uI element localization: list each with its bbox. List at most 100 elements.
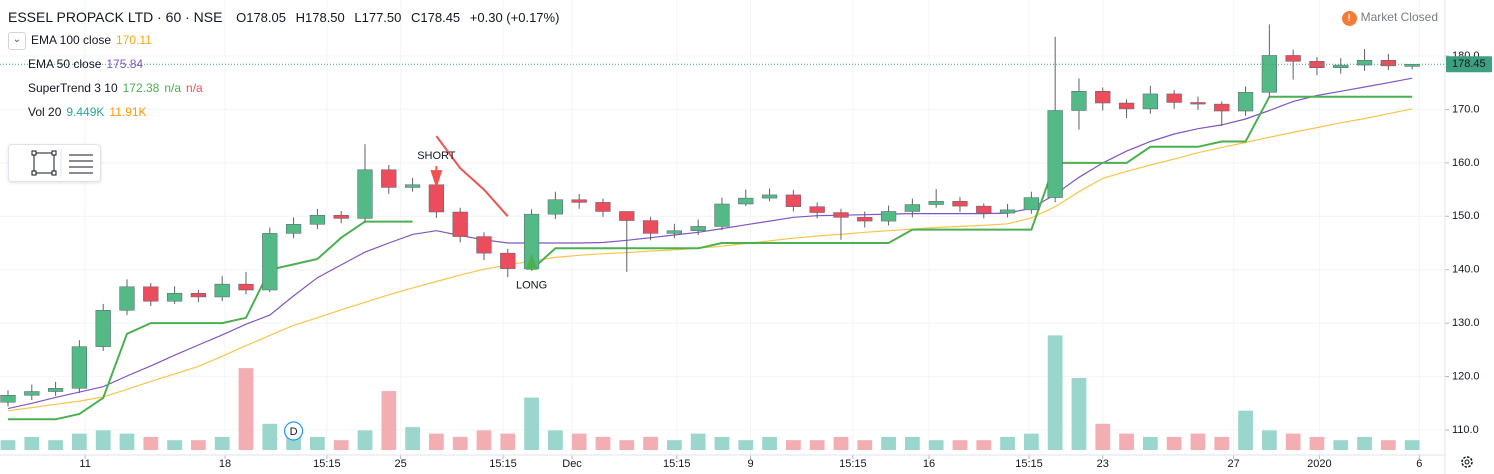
volume-bar xyxy=(48,440,63,450)
indicator-line xyxy=(7,108,1413,412)
status-text: Market Closed xyxy=(1360,10,1438,24)
candle-body xyxy=(595,202,611,212)
y-tick-label: 160.0 xyxy=(1452,157,1480,169)
legend-values: 170.11 xyxy=(116,33,157,47)
x-tick-label: 16 xyxy=(923,458,935,470)
last-price-label: 178.45 xyxy=(1452,58,1486,70)
candle-body xyxy=(857,217,873,222)
candle-body xyxy=(571,199,587,203)
candle-body xyxy=(404,184,421,188)
volume-bar xyxy=(1142,436,1158,450)
candle-body xyxy=(476,236,492,254)
y-tick-label: 150.0 xyxy=(1452,210,1480,222)
header: ESSEL PROPACK LTD · 60 · NSE O178.05 H17… xyxy=(8,9,565,25)
dividend-label: D xyxy=(290,426,298,438)
volume-bar xyxy=(666,440,682,450)
candle-body xyxy=(738,197,754,205)
y-tick-label: 140.0 xyxy=(1452,264,1480,276)
candle-body xyxy=(1142,93,1158,110)
volume-bar xyxy=(1095,423,1111,450)
volume-bar xyxy=(262,423,278,450)
legend-name[interactable]: Vol 20 xyxy=(28,105,62,119)
volume-bar xyxy=(1261,430,1277,450)
signal-label: LONG xyxy=(516,280,547,292)
volume-bar xyxy=(1166,436,1182,450)
candle-body xyxy=(452,211,468,237)
legend-name[interactable]: SuperTrend 3 10 xyxy=(28,81,118,95)
candle-body xyxy=(143,286,159,302)
volume-bar xyxy=(643,436,658,450)
legend-name[interactable]: EMA 100 close xyxy=(31,33,112,47)
volume-bar xyxy=(571,433,587,450)
x-tick-label: 25 xyxy=(395,458,407,470)
candle-body xyxy=(690,226,706,231)
volume-bar xyxy=(333,440,349,450)
candle-body xyxy=(309,214,326,225)
volume-bar xyxy=(1333,440,1349,450)
candle-body xyxy=(999,209,1016,214)
y-tick-label: 120.0 xyxy=(1452,370,1480,382)
x-tick-label: 15:15 xyxy=(663,458,691,470)
legend-ema50: EMA 50 close 175.84 xyxy=(28,54,153,74)
candle-body xyxy=(1166,93,1182,103)
candle-body xyxy=(214,283,230,298)
volume-bar xyxy=(548,430,563,450)
settings-button[interactable] xyxy=(1461,456,1473,468)
volume-bar xyxy=(1119,433,1134,450)
x-tick-label: 23 xyxy=(1097,458,1109,470)
legend-supertrend: SuperTrend 3 10 172.38 n/a n/a xyxy=(28,78,213,98)
legend-value: 175.84 xyxy=(106,57,144,71)
x-tick-label: 9 xyxy=(747,458,753,470)
candle-body xyxy=(642,220,659,234)
volume-bar xyxy=(904,436,920,450)
dividend-marker xyxy=(283,421,304,441)
symbol[interactable]: ESSEL PROPACK LTD · 60 · NSE xyxy=(8,9,223,25)
volume-bar xyxy=(310,436,325,450)
volume-bar xyxy=(95,430,111,450)
candle-body xyxy=(714,203,730,227)
legend-ema100: ⌄ EMA 100 close 170.11 xyxy=(8,30,162,50)
volume-bar xyxy=(167,440,182,450)
signal-arrow xyxy=(525,253,538,270)
drawing-toolbar xyxy=(8,144,101,182)
volume-bar xyxy=(714,436,730,450)
indicator-line-down xyxy=(435,135,509,217)
candle-body xyxy=(785,194,802,207)
candle-body xyxy=(285,224,302,234)
status-icon: ! xyxy=(1341,11,1357,26)
lines-tool[interactable] xyxy=(69,154,93,174)
candle-body xyxy=(666,230,683,234)
toolbar-icons xyxy=(31,149,93,177)
candle-body xyxy=(24,391,40,396)
volume-bar xyxy=(238,368,254,450)
candle-body xyxy=(47,388,64,392)
volume-bar xyxy=(452,436,468,450)
rectangle-tool[interactable] xyxy=(31,150,57,176)
candle-body xyxy=(1333,64,1349,68)
x-tick-label: 11 xyxy=(79,458,90,470)
legend-name[interactable]: EMA 50 close xyxy=(28,57,102,71)
candle-body xyxy=(1095,91,1111,104)
ohlc-low: L177.50 xyxy=(354,10,402,25)
candle-body xyxy=(1356,60,1373,66)
legend-values: 172.38 n/a n/a xyxy=(123,81,208,95)
candle-body xyxy=(1285,55,1301,62)
volume-bar xyxy=(1214,436,1230,450)
indicator-line xyxy=(7,77,1413,410)
legend-values: 9.449K 11.91K xyxy=(66,105,151,119)
legend-value: n/a xyxy=(186,81,203,95)
candle-body xyxy=(190,292,207,298)
signal-label: SHORT xyxy=(417,150,456,162)
candle-body xyxy=(952,201,968,207)
candle-body xyxy=(1237,92,1254,112)
candle-body xyxy=(1380,60,1396,67)
volume-bar xyxy=(119,433,135,450)
y-tick-label: 130.0 xyxy=(1452,317,1480,329)
candle-body xyxy=(95,310,111,347)
volume-bar xyxy=(595,436,611,450)
collapse-button[interactable]: ⌄ xyxy=(8,31,26,50)
candle-body xyxy=(428,184,445,213)
candle-body xyxy=(262,233,278,291)
candle-body xyxy=(547,199,564,215)
